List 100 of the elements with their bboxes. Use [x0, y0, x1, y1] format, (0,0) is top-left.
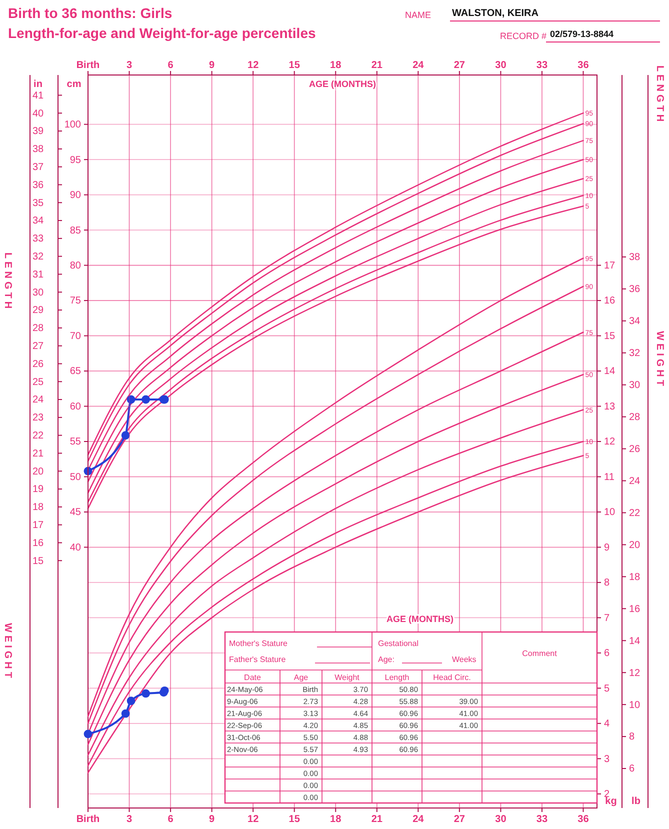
- x-tick-label: 24: [412, 60, 424, 71]
- y2-tick-label: 36: [629, 284, 641, 296]
- y-tick-label: 17: [604, 260, 616, 272]
- y-tick-label: 70: [70, 330, 82, 342]
- category-label: Head Circ.: [433, 673, 471, 682]
- annotation: Father's Stature: [229, 655, 286, 664]
- y2-tick-label: 34: [32, 216, 44, 227]
- x-tick-label: 18: [330, 60, 342, 71]
- y2-tick-label: 39: [32, 126, 44, 138]
- x-tick-label: Birth: [76, 60, 100, 71]
- x-tick-label: Birth: [76, 814, 100, 826]
- y-tick-label: 55: [70, 436, 82, 448]
- y2-tick-label: 41: [32, 90, 44, 102]
- text: 02/579-13-8844: [550, 29, 614, 39]
- y2-tick-label: 12: [629, 668, 641, 679]
- x-tick-label: 12: [248, 60, 260, 71]
- y2-tick-label: 19: [32, 484, 44, 496]
- x-tick-label: 24: [412, 814, 424, 826]
- y2-tick-label: 28: [629, 412, 641, 423]
- y2-axis-title: in: [34, 79, 42, 90]
- y2-tick-label: 22: [32, 430, 44, 442]
- x-tick-label: 33: [536, 60, 548, 71]
- y-tick-label: 80: [70, 260, 82, 272]
- text: NAME: [405, 10, 432, 20]
- text: LENGTH: [654, 65, 665, 125]
- x-tick-label: 21: [371, 814, 383, 826]
- y2-tick-label: 16: [32, 538, 44, 549]
- x-tick-label: 30: [495, 814, 507, 826]
- x-tick-label: 18: [330, 814, 342, 826]
- y2-tick-label: 14: [629, 636, 641, 647]
- y2-tick-label: 40: [32, 108, 44, 120]
- y-tick-label: 11: [604, 472, 615, 483]
- x-tick-label: 3: [126, 60, 132, 71]
- y-tick-label: 95: [70, 154, 82, 166]
- y-tick-label: 65: [70, 366, 82, 378]
- y-tick-label: 85: [70, 225, 82, 236]
- y2-tick-label: 17: [32, 520, 44, 532]
- y-tick-label: 3: [604, 754, 610, 765]
- y-tick-label: 13: [604, 401, 616, 412]
- y2-tick-label: 18: [32, 502, 44, 514]
- y2-tick-label: 15: [32, 556, 44, 567]
- y2-tick-label: 35: [32, 198, 44, 209]
- y2-tick-label: 21: [32, 448, 44, 460]
- y-tick-label: 12: [604, 436, 616, 448]
- y2-tick-label: 33: [32, 234, 44, 245]
- y2-tick-label: 36: [32, 180, 44, 191]
- y2-tick-label: 31: [32, 269, 44, 280]
- x-tick-label: 9: [209, 60, 216, 71]
- y-tick-label: 100: [64, 120, 82, 131]
- y2-tick-label: 26: [32, 358, 44, 370]
- y-axis-title: cm: [66, 79, 82, 90]
- y2-tick-label: 25: [32, 376, 44, 388]
- y-tick-label: 4: [604, 718, 610, 730]
- y2-tick-label: 30: [32, 287, 44, 298]
- text: LENGTH: [2, 252, 13, 312]
- x-tick-label: 36: [578, 60, 590, 71]
- x-tick-label: 6: [168, 60, 174, 71]
- y-tick-label: 60: [70, 401, 82, 412]
- annotation: Gestational: [378, 639, 419, 648]
- y2-tick-label: 38: [32, 144, 44, 156]
- y2-tick-label: 10: [629, 700, 641, 711]
- y2-tick-label: 24: [629, 476, 641, 487]
- y2-tick-label: 18: [629, 572, 641, 583]
- y2-tick-label: 26: [629, 444, 641, 455]
- x-tick-label: 27: [454, 814, 466, 826]
- y2-tick-label: 8: [629, 732, 635, 743]
- y-tick-label: 90: [70, 190, 82, 202]
- y-axis-title: kg: [605, 796, 617, 807]
- x-tick-label: 21: [371, 60, 383, 71]
- y2-tick-label: 29: [32, 305, 44, 316]
- y2-tick-label: 16: [629, 604, 641, 615]
- y-tick-label: 10: [604, 507, 616, 518]
- chart-subtitle: Length-for-age and Weight-for-age percentiles: [8, 25, 316, 41]
- x-tick-label: 12: [248, 814, 260, 826]
- category-label: Date: [244, 673, 262, 682]
- text: RECORD #: [500, 31, 547, 41]
- y2-tick-label: 22: [629, 508, 641, 519]
- category-label: Length: [384, 673, 410, 682]
- y-tick-label: 45: [70, 507, 82, 518]
- x-tick-label: 36: [578, 814, 590, 826]
- annotation: Age:: [378, 655, 394, 664]
- y-tick-label: 16: [604, 296, 616, 307]
- y2-tick-label: 38: [629, 252, 641, 264]
- y-tick-label: 50: [70, 472, 82, 483]
- y-tick-label: 8: [604, 578, 610, 589]
- y2-tick-label: 32: [629, 348, 641, 360]
- y2-tick-label: 37: [32, 162, 44, 174]
- y-tick-label: 75: [70, 296, 82, 307]
- y-tick-label: 40: [70, 542, 82, 554]
- x-tick-label: 33: [536, 814, 548, 826]
- x-tick-label: 30: [495, 60, 507, 71]
- text: WEIGHT: [654, 331, 665, 389]
- y-tick-label: 9: [604, 542, 610, 554]
- y2-tick-label: 30: [629, 380, 641, 392]
- y-tick-label: 14: [604, 366, 616, 378]
- y-tick-label: 15: [604, 330, 616, 342]
- x-tick-label: 9: [209, 814, 216, 826]
- category-label: Age: [294, 673, 309, 682]
- x-tick-label: 15: [288, 814, 300, 826]
- y2-tick-label: 24: [32, 394, 44, 406]
